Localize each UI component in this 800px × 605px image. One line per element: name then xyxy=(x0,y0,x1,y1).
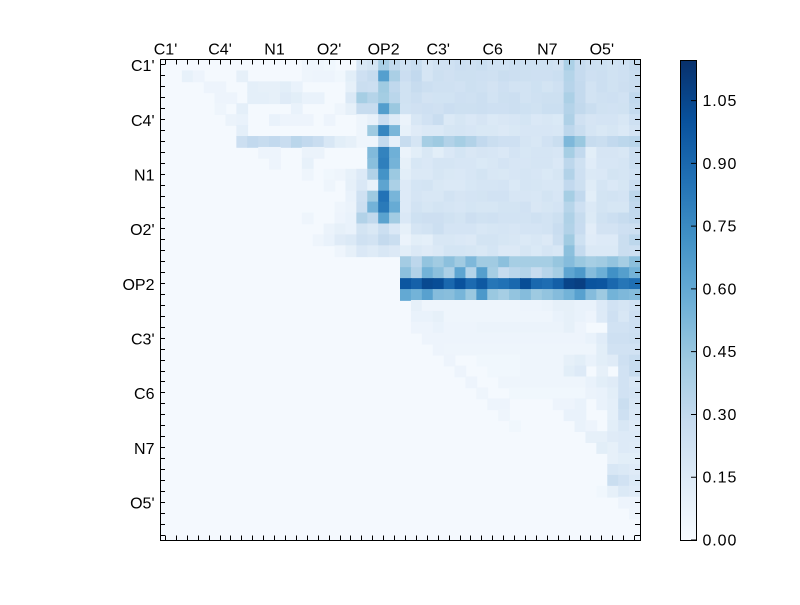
svg-text:C6: C6 xyxy=(134,386,155,403)
svg-text:C3': C3' xyxy=(131,332,155,349)
svg-text:C1': C1' xyxy=(154,42,178,59)
svg-text:C1': C1' xyxy=(131,58,155,75)
svg-text:1.05: 1.05 xyxy=(703,93,738,110)
svg-text:C4': C4' xyxy=(208,42,232,59)
svg-text:O5': O5' xyxy=(590,42,614,59)
svg-text:OP2: OP2 xyxy=(122,277,154,294)
svg-text:0.45: 0.45 xyxy=(703,344,738,361)
svg-text:O2': O2' xyxy=(317,42,341,59)
svg-text:O5': O5' xyxy=(130,495,154,512)
svg-text:0.90: 0.90 xyxy=(703,156,738,173)
svg-text:N7: N7 xyxy=(134,441,155,458)
svg-text:0.15: 0.15 xyxy=(703,470,738,487)
svg-text:N1: N1 xyxy=(264,42,285,59)
svg-text:N7: N7 xyxy=(537,42,558,59)
svg-text:OP2: OP2 xyxy=(368,42,400,59)
svg-text:0.00: 0.00 xyxy=(703,533,738,550)
svg-text:C3': C3' xyxy=(426,42,450,59)
svg-text:C6: C6 xyxy=(482,42,503,59)
svg-text:0.75: 0.75 xyxy=(703,219,738,236)
svg-text:0.60: 0.60 xyxy=(703,281,738,298)
svg-text:N1: N1 xyxy=(134,168,155,185)
svg-text:C4': C4' xyxy=(131,113,155,130)
svg-text:O2': O2' xyxy=(130,222,154,239)
svg-text:0.30: 0.30 xyxy=(703,407,738,424)
